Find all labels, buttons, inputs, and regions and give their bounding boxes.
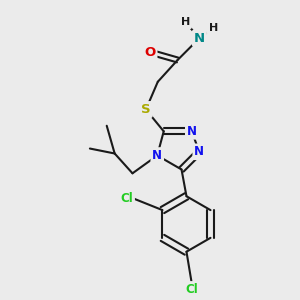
Text: H: H [208, 23, 218, 33]
Text: Cl: Cl [185, 283, 198, 296]
Text: Cl: Cl [120, 192, 133, 205]
Text: H: H [181, 17, 190, 27]
Text: S: S [141, 103, 151, 116]
Text: N: N [187, 125, 197, 138]
Text: N: N [152, 149, 162, 162]
Text: O: O [144, 46, 155, 59]
Text: N: N [194, 145, 204, 158]
Text: N: N [194, 32, 205, 45]
